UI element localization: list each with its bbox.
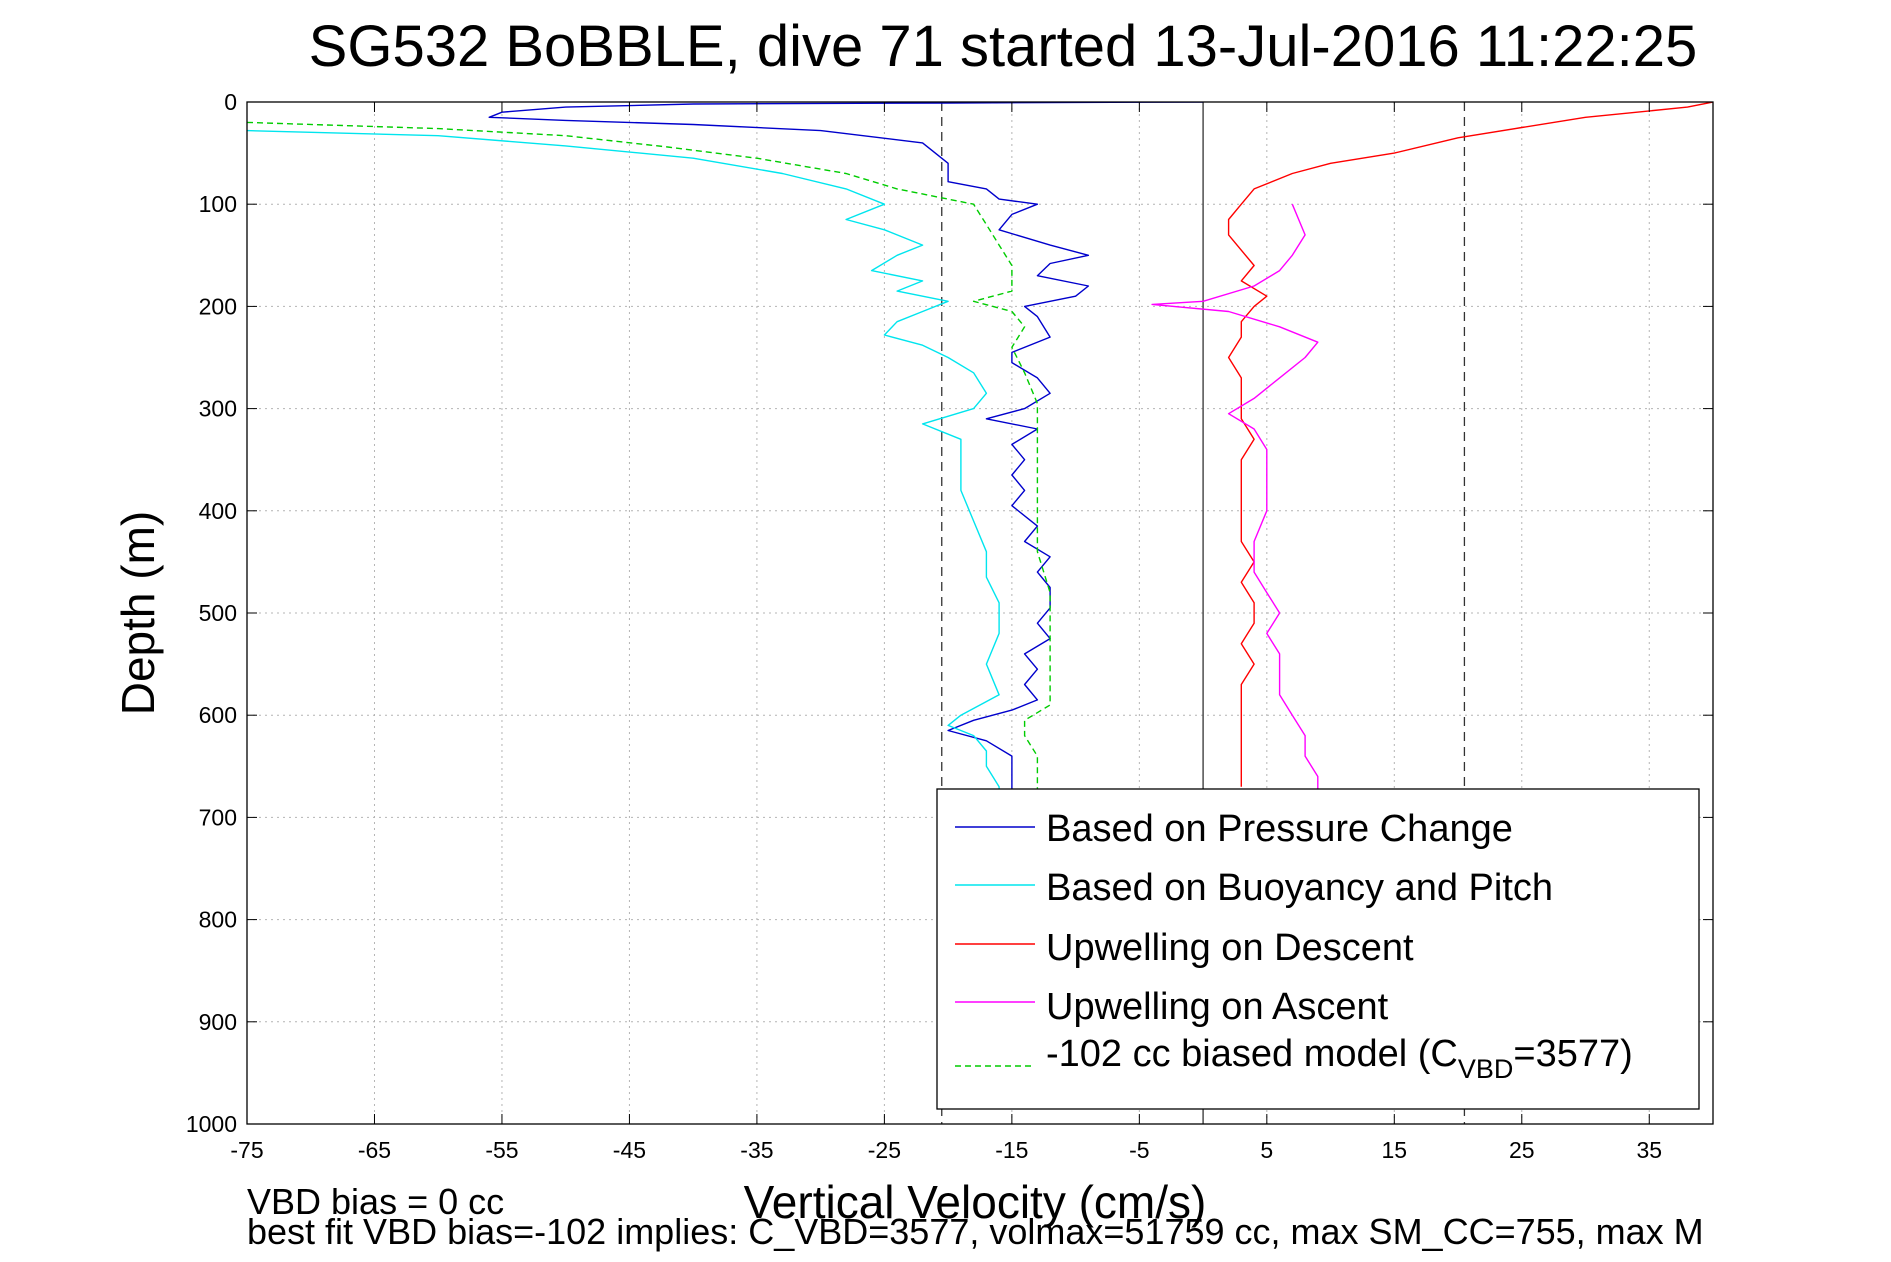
x-tick-label: 25 (1509, 1137, 1535, 1163)
x-tick-label: -65 (358, 1137, 391, 1163)
y-tick-label: 0 (224, 89, 237, 115)
y-tick-label: 1000 (186, 1111, 237, 1137)
y-tick-label: 300 (199, 396, 237, 422)
x-tick-label: -35 (740, 1137, 773, 1163)
x-tick-label: 35 (1636, 1137, 1662, 1163)
x-tick-label: -75 (230, 1137, 263, 1163)
legend-label-ascent: Upwelling on Ascent (1046, 986, 1389, 1028)
y-axis-label: Depth (m) (112, 511, 164, 715)
legend-label-descent: Upwelling on Descent (1046, 927, 1414, 969)
series-line-4 (247, 121, 1051, 792)
legend: Based on Pressure Change Based on Buoyan… (936, 788, 1700, 1110)
legend-label-buoyancy: Based on Buoyancy and Pitch (1046, 867, 1553, 909)
footnote-best-fit: best fit VBD bias=-102 implies: C_VBD=35… (247, 1211, 1704, 1252)
y-tick-label: 800 (199, 907, 237, 933)
series-line-3 (1151, 203, 1319, 792)
legend-box (936, 788, 1700, 1110)
y-tick-label: 600 (199, 702, 237, 728)
y-tick-label: 200 (199, 293, 237, 319)
x-tick-label: -45 (613, 1137, 646, 1163)
series-line-2 (1227, 102, 1713, 787)
series-line-1 (247, 129, 1000, 792)
x-tick-label: -25 (868, 1137, 901, 1163)
legend-label-pressure: Based on Pressure Change (1046, 808, 1513, 850)
x-tick-label: -55 (485, 1137, 518, 1163)
y-axis-ticks: 0 100 200 300 400 500 600 700 800 900 1000 (186, 89, 1713, 1137)
series-layer (247, 102, 1713, 792)
x-axis-ticks: -75 -65 -55 -45 -35 -25 -15 -5 5 15 25 35 (230, 102, 1662, 1163)
y-tick-label: 900 (199, 1009, 237, 1035)
y-tick-label: 100 (199, 191, 237, 217)
x-axis-label: Vertical Velocity (cm/s) (744, 1176, 1207, 1228)
x-tick-label: 15 (1382, 1137, 1408, 1163)
x-tick-label: -5 (1129, 1137, 1149, 1163)
y-tick-label: 700 (199, 804, 237, 830)
x-tick-label: -15 (995, 1137, 1028, 1163)
x-tick-label: 5 (1260, 1137, 1273, 1163)
y-tick-label: 500 (199, 600, 237, 626)
y-tick-label: 400 (199, 498, 237, 524)
series-line-0 (488, 102, 1204, 792)
footnote-vbd-bias: VBD bias = 0 cc (247, 1181, 504, 1222)
chart-title: SG532 BoBBLE, dive 71 started 13-Jul-201… (309, 14, 1698, 79)
